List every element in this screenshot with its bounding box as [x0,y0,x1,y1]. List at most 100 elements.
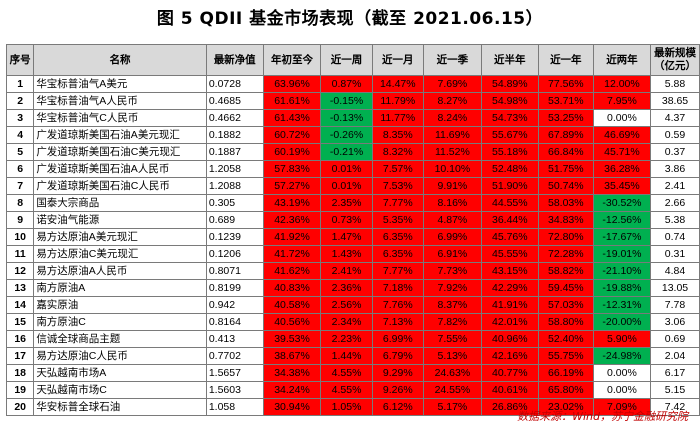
table-row: 19 天弘越南市场C 1.5603 34.24% 4.55% 9.26% 24.55% 40.… [5,381,700,399]
cell-nav: 1.058 [205,398,264,416]
cell-w1: 2.34% [320,313,373,331]
cell-idx: 12 [5,262,35,280]
cell-h1: 54.73% [480,109,539,127]
cell-name: 诺安油气能源 [33,211,207,229]
cell-h1: 54.98% [480,92,539,110]
cell-ytd: 41.62% [262,262,322,280]
cell-name: 国泰大宗商品 [33,194,207,212]
cell-idx: 5 [5,143,35,161]
cell-name: 易方达原油C美元现汇 [33,245,207,263]
header-cell: 最新净值 [205,44,264,76]
figure-title: 图 5 QDII 基金市场表现（截至 2021.06.15） [156,9,544,29]
header-cell: 近一周 [320,44,373,76]
cell-y2: 46.69% [592,126,652,144]
cell-h1: 45.55% [480,245,539,263]
cell-y1: 50.74% [537,177,594,195]
cell-m1: 7.77% [371,194,424,212]
cell-w1: 0.73% [320,211,373,229]
table-row: 13 南方原油A 0.8199 40.83% 2.36% 7.18% 7.92% 42.29%… [5,279,700,297]
cell-y2: 0.00% [592,381,652,399]
cell-q1: 10.10% [422,160,482,178]
cell-ytd: 41.72% [262,245,322,263]
cell-w1: 4.55% [320,364,373,382]
cell-m1: 5.35% [371,211,424,229]
cell-name: 易方达原油A人民币 [33,262,207,280]
cell-y2: 45.71% [592,143,652,161]
cell-h1: 40.96% [480,330,539,348]
cell-idx: 17 [5,347,35,365]
header-cell: 近半年 [480,44,539,76]
cell-size: 4.37 [650,109,700,127]
cell-w1: 1.05% [320,398,373,416]
cell-q1: 6.99% [422,228,482,246]
cell-y1: 72.80% [537,228,594,246]
cell-w1: 2.41% [320,262,373,280]
cell-idx: 4 [5,126,35,144]
cell-nav: 1.5657 [205,364,264,382]
cell-nav: 0.1882 [205,126,264,144]
cell-q1: 8.37% [422,296,482,314]
cell-q1: 8.24% [422,109,482,127]
table-row: 2 华宝标普油气A人民币 0.4685 61.61% -0.15% 11.79% 8.27%… [5,92,700,110]
cell-size: 0.74 [650,228,700,246]
cell-ytd: 42.36% [262,211,322,229]
cell-w1: -0.15% [320,92,373,110]
cell-size: 5.38 [650,211,700,229]
cell-w1: 2.56% [320,296,373,314]
cell-ytd: 40.83% [262,279,322,297]
cell-name: 广发道琼斯美国石油A人民币 [33,160,207,178]
cell-nav: 0.4662 [205,109,264,127]
table-row: 12 易方达原油A人民币 0.8071 41.62% 2.41% 7.77% 7.73% 43… [5,262,700,280]
cell-w1: -0.13% [320,109,373,127]
cell-q1: 7.82% [422,313,482,331]
cell-m1: 7.13% [371,313,424,331]
cell-y2: -17.67% [592,228,652,246]
cell-name: 天弘越南市场C [33,381,207,399]
header-cell: 近一月 [371,44,424,76]
table-row: 6 广发道琼斯美国石油A人民币 1.2058 57.83% 0.01% 7.57% 10.1… [5,160,700,178]
cell-ytd: 61.43% [262,109,322,127]
cell-m1: 14.47% [371,75,424,93]
cell-h1: 55.18% [480,143,539,161]
cell-nav: 0.8199 [205,279,264,297]
cell-ytd: 30.94% [262,398,322,416]
cell-w1: 0.01% [320,160,373,178]
cell-m1: 7.18% [371,279,424,297]
cell-q1: 4.87% [422,211,482,229]
cell-ytd: 60.72% [262,126,322,144]
table-row: 14 嘉实原油 0.942 40.58% 2.56% 7.76% 8.37% 41.91% 57… [5,296,700,314]
data-source-note: 数据来源：Wind，苏宁金融研究院 [517,410,688,423]
cell-y1: 52.40% [537,330,594,348]
cell-ytd: 34.38% [262,364,322,382]
cell-ytd: 40.56% [262,313,322,331]
cell-y2: -20.00% [592,313,652,331]
cell-w1: 1.47% [320,228,373,246]
cell-ytd: 41.92% [262,228,322,246]
cell-size: 2.04 [650,347,700,365]
cell-y1: 34.83% [537,211,594,229]
cell-idx: 11 [5,245,35,263]
cell-h1: 52.48% [480,160,539,178]
cell-idx: 20 [5,398,35,416]
cell-y2: -19.88% [592,279,652,297]
cell-w1: -0.21% [320,143,373,161]
header-cell: 最新规模（亿元） [650,44,700,76]
cell-y1: 57.03% [537,296,594,314]
cell-y2: -12.56% [592,211,652,229]
cell-size: 0.59 [650,126,700,144]
cell-idx: 6 [5,160,35,178]
header-cell: 名称 [33,44,207,76]
cell-size: 0.69 [650,330,700,348]
table-row: 10 易方达原油A美元现汇 0.1239 41.92% 1.47% 6.35% 6.99% 4… [5,228,700,246]
cell-size: 38.65 [650,92,700,110]
cell-h1: 55.67% [480,126,539,144]
cell-y2: 0.00% [592,109,652,127]
cell-name: 华宝标普油气A人民币 [33,92,207,110]
cell-w1: 0.01% [320,177,373,195]
cell-w1: -0.26% [320,126,373,144]
cell-m1: 6.35% [371,245,424,263]
cell-h1: 42.16% [480,347,539,365]
cell-size: 7.42 [650,398,700,416]
fund-performance-table: 序号 名称 最新净值 年初至今 近一周 近一月 近一季 近半年 近一年 近两年 … [5,44,700,416]
cell-nav: 0.689 [205,211,264,229]
